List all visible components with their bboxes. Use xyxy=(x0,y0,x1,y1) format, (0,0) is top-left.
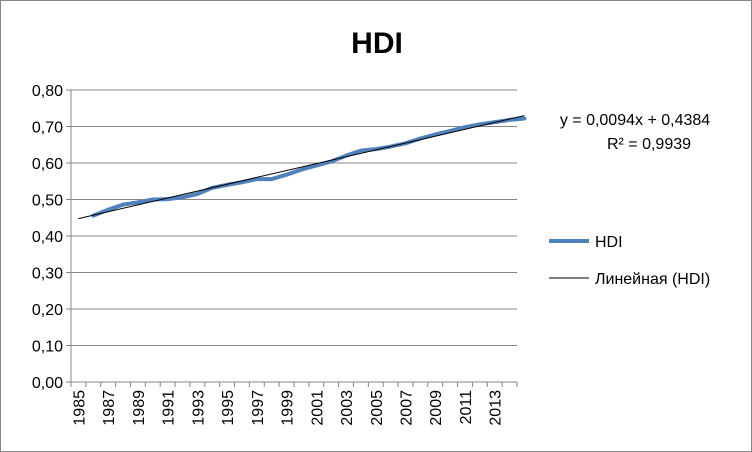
y-tick-label: 0,30 xyxy=(32,266,63,283)
y-tick-label: 0,70 xyxy=(32,120,63,137)
y-tick-label: 0,80 xyxy=(32,83,63,100)
series-line-trend xyxy=(78,115,525,220)
x-tick-label: 2011 xyxy=(458,390,475,425)
x-tick-label: 1997 xyxy=(250,390,267,426)
x-tick-label: 1989 xyxy=(131,390,148,426)
y-tick-label: 0,60 xyxy=(32,156,63,173)
trendline-r-squared: R² = 0,9939 xyxy=(607,136,691,153)
x-tick-label: 2003 xyxy=(339,390,356,426)
trendline-equation: y = 0,0094x + 0,4384 xyxy=(560,112,710,129)
x-tick-label: 2013 xyxy=(488,390,505,426)
y-tick-label: 0,40 xyxy=(32,229,63,246)
legend-label-trend: Линейная (HDI) xyxy=(595,271,710,288)
x-tick-label: 1995 xyxy=(220,390,237,426)
x-tick-label: 1987 xyxy=(101,390,118,426)
series-line-hdi xyxy=(91,116,527,218)
x-tick-label: 2009 xyxy=(428,390,445,426)
x-tick-label: 2005 xyxy=(369,390,386,426)
x-tick-label: 1993 xyxy=(190,390,207,426)
y-tick-label: 0,20 xyxy=(32,302,63,319)
x-tick-label: 2007 xyxy=(399,390,416,426)
x-tick-label: 1999 xyxy=(280,390,297,426)
chart-title: HDI xyxy=(351,27,403,60)
legend-label-hdi: HDI xyxy=(595,234,623,251)
x-tick-label: 1985 xyxy=(71,390,88,426)
y-tick-label: 0,10 xyxy=(32,339,63,356)
y-tick-label: 0,50 xyxy=(32,193,63,210)
x-tick-label: 2001 xyxy=(309,390,326,426)
y-tick-label: 0,00 xyxy=(32,375,63,392)
x-tick-label: 1991 xyxy=(161,390,178,426)
